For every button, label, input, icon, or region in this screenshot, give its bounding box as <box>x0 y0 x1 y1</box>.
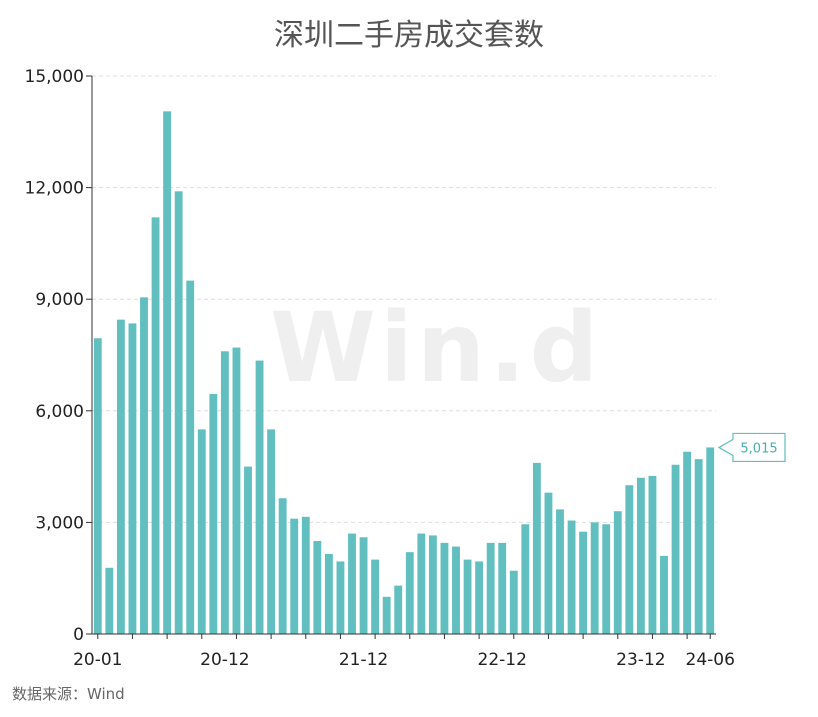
bar-22-09 <box>463 559 472 634</box>
bar-22-10 <box>475 561 484 634</box>
bar-20-10 <box>197 429 206 634</box>
chart-title: 深圳二手房成交套数 <box>274 18 544 53</box>
bar-22-04 <box>405 552 414 634</box>
bar-20-08 <box>174 191 183 634</box>
bar-21-04 <box>267 429 276 634</box>
bar-21-08 <box>313 541 322 634</box>
y-tick-label: 0 <box>73 625 84 645</box>
bar-21-02 <box>244 466 252 634</box>
bar-24-04 <box>683 451 692 634</box>
axes <box>86 75 716 639</box>
last-value-callout: 5,015 <box>717 432 786 463</box>
wind-watermark: Win.d <box>270 292 603 404</box>
bar-23-04 <box>544 492 553 634</box>
bar-21-01 <box>232 347 241 634</box>
bar-21-07 <box>301 516 310 634</box>
bars <box>93 111 715 635</box>
y-tick-label: 6,000 <box>35 402 84 422</box>
bar-23-12 <box>636 477 645 634</box>
bar-20-12 <box>220 351 229 634</box>
bar-24-05 <box>694 459 703 634</box>
bar-21-11 <box>348 533 356 634</box>
source-note: 数据来源：Wind <box>12 685 125 703</box>
x-tick-label: 24-06 <box>686 650 735 670</box>
grid-lines <box>92 75 716 523</box>
bar-22-11 <box>486 542 495 634</box>
bar-23-11 <box>625 485 634 634</box>
callout-box <box>717 432 786 463</box>
bar-23-09 <box>602 524 611 634</box>
x-tick-label: 20-12 <box>200 650 249 670</box>
bar-21-05 <box>278 498 287 634</box>
y-tick-label: 12,000 <box>25 179 84 199</box>
bar-20-09 <box>186 280 195 634</box>
bar-23-05 <box>556 509 564 634</box>
bar-20-06 <box>151 217 160 635</box>
callout-label: 5,015 <box>740 441 777 456</box>
bar-20-07 <box>163 111 172 635</box>
bar-22-03 <box>394 585 403 634</box>
bar-20-05 <box>140 297 148 634</box>
bar-21-12 <box>359 537 368 634</box>
y-tick-label: 9,000 <box>35 290 84 310</box>
x-tick-label: 21-12 <box>339 650 388 670</box>
y-tick-label: 3,000 <box>35 513 84 533</box>
bar-22-01 <box>371 559 380 634</box>
bar-24-03 <box>671 464 680 634</box>
bar-22-08 <box>452 546 460 634</box>
bar-20-01 <box>93 338 102 634</box>
bar-20-03 <box>116 319 125 634</box>
bar-22-12 <box>498 542 507 634</box>
bar-23-01 <box>509 570 518 634</box>
bar-24-06 <box>706 447 715 634</box>
bar-22-07 <box>440 542 449 634</box>
bar-21-03 <box>255 360 264 634</box>
x-tick-label: 22-12 <box>478 650 527 670</box>
bar-20-02 <box>105 567 114 634</box>
bar-21-10 <box>336 561 345 634</box>
bar-23-07 <box>579 531 588 634</box>
bar-22-06 <box>428 535 437 634</box>
bar-24-01 <box>648 475 657 634</box>
x-tick-label: 20-01 <box>73 650 122 670</box>
bar-23-02 <box>521 524 530 634</box>
x-tick-label: 23-12 <box>616 650 665 670</box>
bar-23-08 <box>590 522 599 634</box>
bar-23-10 <box>613 511 622 634</box>
bar-22-02 <box>382 596 391 634</box>
y-tick-label: 15,000 <box>25 67 84 87</box>
bar-21-09 <box>324 554 333 634</box>
x-tick-labels: 20-01 20-12 21-12 22-12 23-12 24-06 <box>73 650 735 670</box>
bar-24-02 <box>660 555 668 634</box>
bar-20-04 <box>128 323 137 634</box>
bar-23-06 <box>567 520 576 634</box>
bar-21-06 <box>290 518 299 634</box>
bar-20-11 <box>209 394 218 634</box>
bar-22-05 <box>417 533 426 634</box>
bar-23-03 <box>532 462 541 634</box>
y-tick-labels: 0 3,000 6,000 9,000 12,000 15,000 <box>25 67 84 645</box>
